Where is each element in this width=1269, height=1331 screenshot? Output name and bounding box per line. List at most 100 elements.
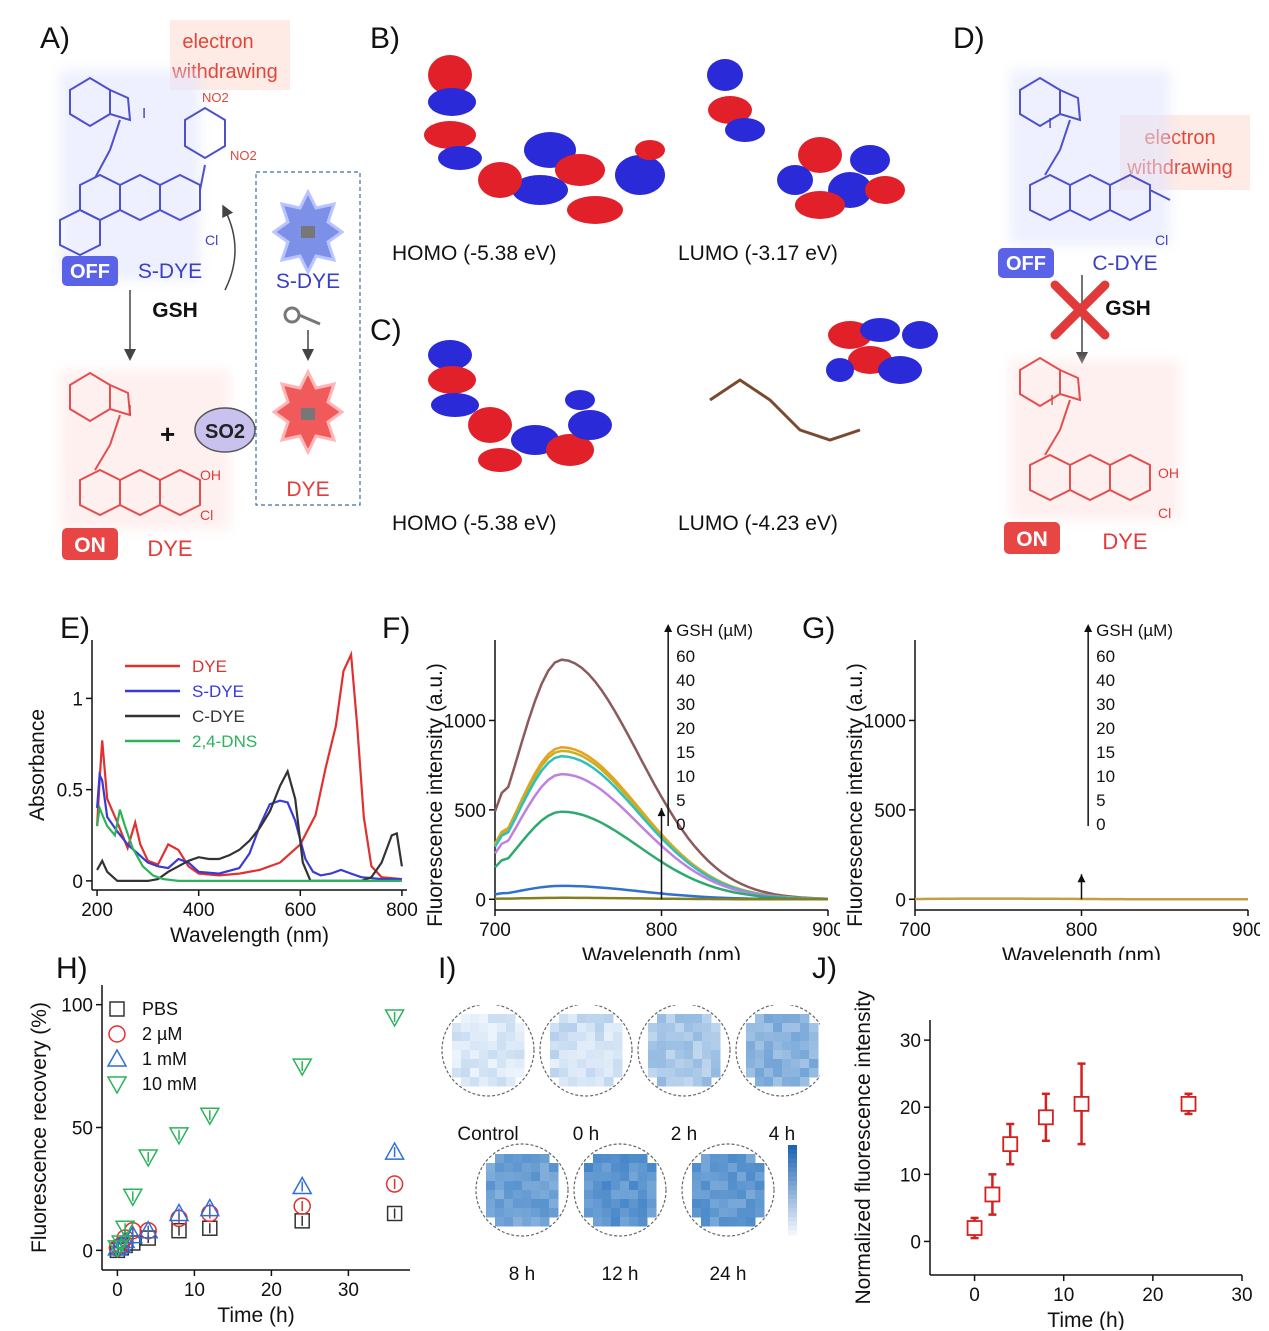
y-tick-label: 30 xyxy=(900,1031,921,1052)
well-pixel xyxy=(452,1068,462,1078)
well-pixel xyxy=(584,1208,594,1218)
well-pixel xyxy=(461,1023,471,1033)
d-cl-label: Cl xyxy=(1158,505,1171,521)
well-pixel xyxy=(540,1217,550,1227)
x-tick-label: 700 xyxy=(899,920,931,941)
iodide-label-2: I xyxy=(128,402,132,419)
y-tick-label: 0 xyxy=(475,890,486,911)
blocked-cross-icon xyxy=(1050,280,1110,340)
legend-title: GSH (µM) xyxy=(1096,621,1173,640)
legend-marker xyxy=(106,1076,128,1095)
well-pixel xyxy=(791,1014,801,1024)
well-pixel xyxy=(479,1077,489,1087)
well-pixel xyxy=(755,1172,765,1182)
data-point xyxy=(984,1186,1001,1203)
well-pixel xyxy=(593,1208,603,1218)
legend-marker xyxy=(109,1001,125,1017)
well-pixel xyxy=(549,1172,559,1182)
well-pixel xyxy=(488,1032,498,1042)
well-pixel xyxy=(773,1032,783,1042)
well-pixel xyxy=(693,1059,703,1069)
well-pixel xyxy=(452,1050,462,1060)
well-pixel xyxy=(602,1163,612,1173)
well-pixel xyxy=(568,1041,578,1051)
well-pixel xyxy=(549,1181,559,1191)
well-pixel xyxy=(479,1059,489,1069)
well-pixel xyxy=(719,1208,729,1218)
well-pixel xyxy=(711,1059,721,1069)
legend-item: 15 xyxy=(676,743,695,762)
well-pixel xyxy=(728,1181,738,1191)
well-pixel xyxy=(568,1050,578,1060)
well-pixel xyxy=(728,1190,738,1200)
data-point xyxy=(384,1141,405,1160)
data-point xyxy=(114,1220,136,1239)
well-pixel xyxy=(550,1050,560,1060)
well-pixel xyxy=(522,1172,532,1182)
well-pixel xyxy=(764,1014,774,1024)
well-pixel xyxy=(604,1077,614,1087)
lumo-c-orbital xyxy=(709,318,938,442)
x-tick-label: 20 xyxy=(261,1280,282,1301)
well-pixel xyxy=(710,1154,720,1164)
legend-item: 10 xyxy=(1096,767,1115,786)
well-pixel xyxy=(506,1014,516,1024)
well-pixel xyxy=(702,1014,712,1024)
well-pixel xyxy=(497,1050,507,1060)
well-pixel xyxy=(666,1050,676,1060)
off-label: OFF xyxy=(70,261,110,283)
well-pixel xyxy=(595,1023,605,1033)
legend-item: 30 xyxy=(1096,695,1115,714)
well-pixel xyxy=(497,1077,507,1087)
well-pixel xyxy=(620,1217,630,1227)
well-pixel xyxy=(515,1041,525,1051)
well-pixel xyxy=(602,1208,612,1218)
well-pixel xyxy=(515,1032,525,1042)
well-pixel xyxy=(629,1190,639,1200)
well-pixel xyxy=(746,1068,756,1078)
well-pixel xyxy=(479,1023,489,1033)
well-pixel xyxy=(702,1032,712,1042)
well-pixel xyxy=(559,1050,569,1060)
homo-b-orbital xyxy=(424,55,665,224)
b-homo-caption: HOMO (-5.38 eV) xyxy=(392,242,557,265)
well-pixel xyxy=(486,1208,496,1218)
well-pixel xyxy=(506,1032,516,1042)
well-pixel xyxy=(531,1172,541,1182)
well-pixel xyxy=(479,1050,489,1060)
well-pixel xyxy=(657,1023,667,1033)
x-tick-label: 0 xyxy=(112,1280,123,1301)
colorbar-segment xyxy=(788,1167,797,1173)
well-pixel xyxy=(470,1014,480,1024)
well-pixel xyxy=(755,1077,765,1087)
panel-label-j: J) xyxy=(812,952,837,985)
well-pixel xyxy=(755,1023,765,1033)
well-pixel xyxy=(657,1050,667,1060)
well-pixel xyxy=(604,1032,614,1042)
well-pixel xyxy=(506,1068,516,1078)
well-pixel xyxy=(522,1199,532,1209)
well-pixel xyxy=(522,1163,532,1173)
y-tick-label: 50 xyxy=(72,1119,93,1140)
well-pixel xyxy=(809,1041,819,1051)
well-pixel xyxy=(620,1172,630,1182)
y-tick-label: 1000 xyxy=(864,711,906,732)
well-pixel xyxy=(611,1217,621,1227)
data-point xyxy=(171,1222,187,1239)
x-tick-label: 900 xyxy=(1232,920,1260,941)
gsh-label-a: GSH xyxy=(152,299,198,322)
well-pixel xyxy=(719,1172,729,1182)
well-pixel xyxy=(782,1032,792,1042)
panel-label-e: E) xyxy=(60,612,90,645)
well-pixel xyxy=(692,1163,702,1173)
well-pixel xyxy=(595,1041,605,1051)
well-pixel xyxy=(809,1023,819,1033)
d-c-dye-label: C-DYE xyxy=(1092,252,1157,275)
no2-top: NO2 xyxy=(202,90,229,105)
well-pixel xyxy=(728,1163,738,1173)
well-pixel xyxy=(611,1199,621,1209)
legend-label: 2 µM xyxy=(142,1024,182,1044)
well-pixel xyxy=(540,1181,550,1191)
data-point xyxy=(1073,1095,1090,1112)
well-pixel xyxy=(800,1014,810,1024)
